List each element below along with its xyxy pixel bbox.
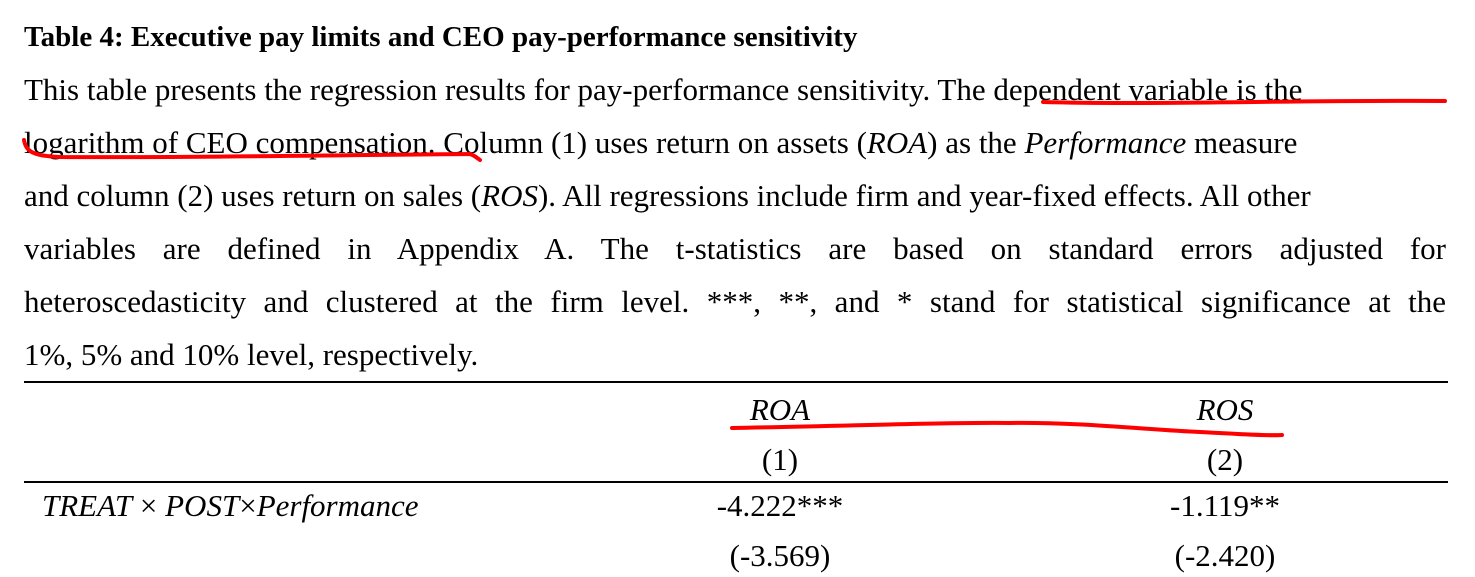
row-label-treat-post-performance: TREAT × POST×Performance	[42, 488, 419, 523]
caption-highlighted-text: The dependent variable is the	[937, 72, 1303, 107]
column-number-2: (2)	[1206, 442, 1244, 477]
caption-italic-text: ROS	[481, 178, 538, 213]
caption-text: This table presents the regression resul…	[24, 72, 938, 107]
caption-line-5: heteroscedasticity and clustered at the …	[24, 284, 1446, 319]
caption-text: ) as the	[927, 125, 1025, 160]
caption-line-3: and column (2) uses return on sales (ROS…	[24, 176, 1446, 216]
caption-line-1: This table presents the regression resul…	[24, 70, 1446, 110]
column-number-1: (1)	[761, 442, 799, 477]
t-statistic-roa: (-3.569)	[729, 538, 831, 573]
caption-line-4: variables are defined in Appendix A. The…	[24, 231, 1446, 266]
column-header-roa: ROA	[749, 392, 811, 427]
caption-italic-text: ROA	[866, 125, 928, 160]
column-header-ros: ROS	[1196, 392, 1254, 427]
t-statistic-ros: (-2.420)	[1174, 538, 1276, 573]
caption-italic-text: Performance	[1024, 125, 1187, 160]
caption-line-6: 1%, 5% and 10% level, respectively.	[24, 337, 479, 372]
coefficient-ros: -1.119**	[1170, 488, 1280, 523]
caption-text: measure	[1186, 125, 1298, 160]
caption-highlighted-text: logarithm of CEO compensation.	[24, 125, 436, 160]
coefficient-roa: -4.222***	[716, 488, 844, 523]
caption-text: ). All regressions include firm and year…	[537, 178, 1311, 213]
caption-text: and column (2) uses return on sales (	[24, 178, 482, 213]
table-top-rule	[24, 381, 1448, 383]
caption-line-2: logarithm of CEO compensation. Column (1…	[24, 123, 1446, 163]
table-header-rule	[24, 481, 1448, 483]
table-title: Table 4: Executive pay limits and CEO pa…	[24, 21, 858, 53]
caption-text: Column (1) uses return on assets (	[435, 125, 867, 160]
